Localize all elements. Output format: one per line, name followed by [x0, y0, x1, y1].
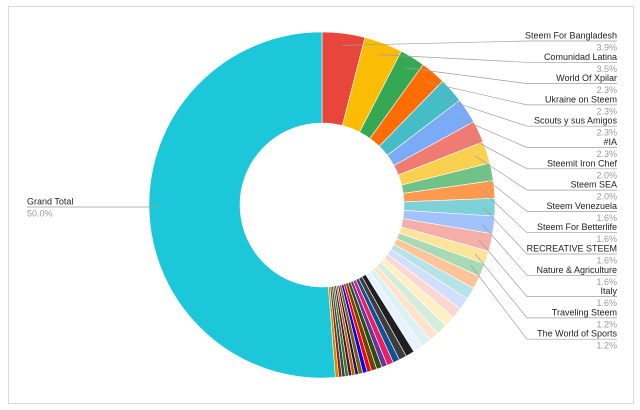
leader-line-italy	[478, 239, 617, 297]
label-steemit-iron-chef: Steemit Iron Chef	[547, 158, 618, 168]
leader-line-steem-for-bangladesh	[342, 40, 617, 46]
leader-line-ukraine-on-steem	[425, 81, 617, 106]
label-italy: Italy	[600, 286, 617, 296]
label-recreative-steem: RECREATIVE STEEM	[527, 244, 617, 254]
leader-line-steemit-iron-chef	[467, 136, 617, 170]
percent-ukraine-on-steem: 2.3%	[596, 106, 617, 116]
percent-ia: 2.3%	[596, 149, 617, 159]
leader-line-ia	[456, 117, 617, 148]
percent-steem-venezuela: 1.6%	[596, 213, 617, 223]
percent-comunidad-latina: 3.5%	[596, 64, 617, 74]
label-steem-for-betterlife: Steem For Betterlife	[537, 222, 617, 232]
percent-the-world-of-sports: 1.2%	[596, 341, 617, 351]
leader-line-traveling-steem	[474, 253, 617, 319]
percent-recreative-steem: 1.6%	[596, 256, 617, 266]
leader-line-comunidad-latina	[379, 54, 617, 63]
label-the-world-of-sports: The World of Sports	[537, 329, 617, 339]
percent-traveling-steem: 1.2%	[596, 319, 617, 329]
label-grand-total: Grand Total	[27, 197, 73, 207]
label-ukraine-on-steem: Ukraine on Steem	[545, 94, 617, 104]
leader-line-nature-agriculture	[481, 223, 617, 276]
label-world-of-xpilar: World Of Xpilar	[556, 73, 617, 83]
label-nature-agriculture: Nature & Agriculture	[536, 265, 617, 275]
leader-line-steem-sea	[475, 155, 617, 191]
labels-group: Steem For Bangladesh 3.9%Comunidad Latina…	[27, 31, 617, 351]
percent-grand-total: 50.0%	[27, 209, 53, 219]
label-scouts-y-sus-amigos: Scouts y sus Amigos	[534, 116, 618, 126]
leader-line-the-world-of-sports	[470, 265, 617, 340]
slice-grand-total	[148, 31, 336, 379]
percent-nature-agriculture: 1.6%	[596, 277, 617, 287]
label-steem-sea: Steem SEA	[570, 180, 617, 190]
percent-scouts-y-sus-amigos: 2.3%	[596, 128, 617, 138]
chart-frame: Steem For Bangladesh 3.9% Comunidad Latina…	[8, 6, 634, 404]
label-steem-for-bangladesh: Steem For Bangladesh	[525, 31, 617, 41]
leader-lines-group	[27, 40, 617, 340]
leader-line-recreative-steem	[482, 206, 617, 255]
percent-steem-sea: 2.0%	[596, 192, 617, 202]
percent-steemit-iron-chef: 2.0%	[596, 170, 617, 180]
percent-steem-for-bangladesh: 3.9%	[596, 43, 617, 53]
label-ia: #IA	[603, 137, 617, 147]
leader-line-scouts-y-sus-amigos	[442, 98, 617, 127]
leader-line-world-of-xpilar	[406, 67, 617, 84]
percent-italy: 1.6%	[596, 298, 617, 308]
label-comunidad-latina: Comunidad Latina	[544, 52, 617, 62]
leader-line-steem-for-betterlife	[481, 190, 617, 234]
slices-group	[148, 31, 496, 379]
percent-world-of-xpilar: 2.3%	[596, 85, 617, 95]
label-traveling-steem: Traveling Steem	[552, 307, 617, 317]
percent-steem-for-betterlife: 1.6%	[596, 234, 617, 244]
label-steem-venezuela: Steem Venezuela	[546, 201, 617, 211]
donut-chart: Steem For Bangladesh 3.9%Comunidad Latina…	[27, 31, 617, 379]
leader-line-steem-venezuela	[479, 173, 617, 212]
